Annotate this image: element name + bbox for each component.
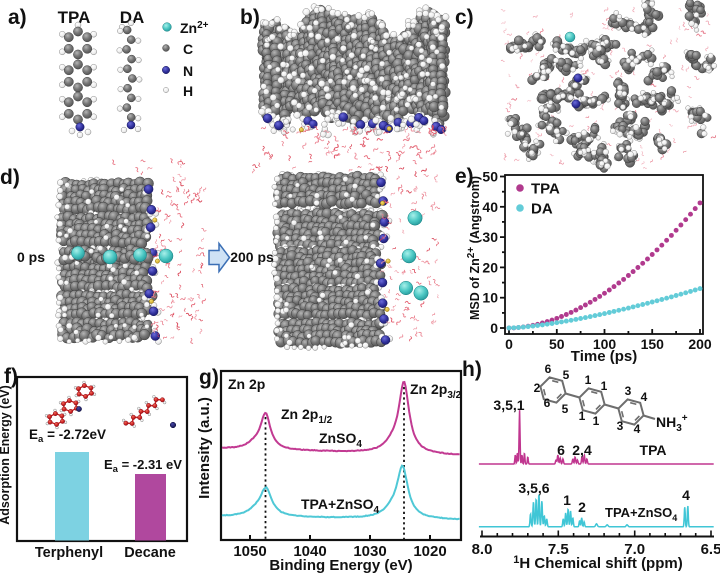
svg-text:4: 4 [634,422,641,436]
svg-text:2: 2 [578,499,586,515]
svg-text:8.0: 8.0 [472,541,493,558]
svg-text:6: 6 [544,396,551,410]
svg-text:4: 4 [641,390,648,404]
svg-text:1H Chemical shift (ppm): 1H Chemical shift (ppm) [513,554,682,572]
svg-text:Time (ps): Time (ps) [571,348,637,365]
svg-text:40: 40 [482,199,498,215]
svg-text:1: 1 [563,492,571,508]
svg-text:Adsorption Energy (eV): Adsorption Energy (eV) [0,385,12,525]
svg-text:10: 10 [482,290,498,306]
svg-text:20: 20 [482,259,498,275]
svg-text:1050: 1050 [233,543,266,560]
svg-text:30: 30 [482,229,498,245]
svg-text:Intensity (a.u.): Intensity (a.u.) [196,397,213,499]
svg-text:3,5,6: 3,5,6 [518,480,549,496]
svg-text:1: 1 [593,414,600,428]
svg-text:0 ps: 0 ps [17,249,45,265]
svg-text:2: 2 [534,381,541,395]
svg-text:2,4: 2,4 [572,442,592,458]
svg-text:H: H [183,83,193,99]
svg-text:200: 200 [688,336,712,352]
svg-text:e): e) [455,165,474,188]
svg-text:g): g) [199,366,219,389]
svg-text:1: 1 [585,373,592,387]
svg-text:5: 5 [562,402,569,416]
svg-text:h): h) [462,358,482,381]
svg-text:Decane: Decane [124,545,176,561]
svg-text:1: 1 [579,409,586,423]
svg-text:6.5: 6.5 [701,541,720,558]
svg-text:TPA: TPA [531,181,560,198]
svg-text:5: 5 [563,368,570,382]
svg-text:6: 6 [545,362,552,376]
svg-text:N: N [183,63,193,79]
svg-text:d): d) [0,166,20,189]
svg-text:200 ps: 200 ps [230,249,274,265]
svg-text:DA: DA [531,201,553,218]
svg-text:0: 0 [490,320,498,336]
svg-text:a): a) [8,6,27,29]
svg-text:1: 1 [601,379,608,393]
svg-text:3: 3 [617,419,624,433]
svg-text:Terphenyl: Terphenyl [35,545,103,561]
svg-text:150: 150 [641,336,665,352]
svg-text:50: 50 [549,336,565,352]
svg-text:b): b) [240,6,260,29]
svg-text:1020: 1020 [413,543,446,560]
svg-text:0: 0 [505,336,513,352]
svg-text:TPA: TPA [640,442,667,458]
svg-text:50: 50 [482,169,498,185]
svg-text:3: 3 [625,384,632,398]
svg-text:Binding Energy (eV): Binding Energy (eV) [269,557,412,574]
svg-text:3,5,1: 3,5,1 [493,397,524,413]
svg-text:C: C [183,41,193,57]
svg-text:TPA: TPA [58,8,91,27]
svg-text:DA: DA [120,8,145,27]
svg-text:6: 6 [557,442,565,458]
svg-text:f): f) [4,365,18,388]
svg-text:4: 4 [682,487,690,503]
svg-text:c): c) [455,6,474,29]
svg-text:Zn 2p: Zn 2p [228,376,265,392]
